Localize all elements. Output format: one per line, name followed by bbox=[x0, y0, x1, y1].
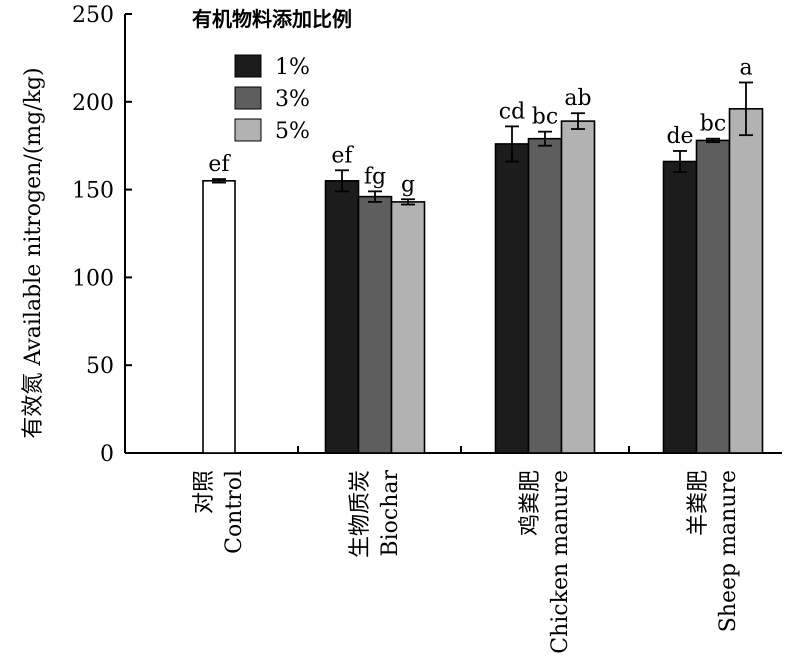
category-label-cn: 生物质炭 bbox=[348, 470, 373, 558]
category-label-en: Biochar bbox=[378, 470, 403, 557]
bar bbox=[662, 160, 698, 454]
significance-label: ef bbox=[331, 143, 354, 168]
y-ticks: 0 50 100 150 200 250 bbox=[72, 3, 132, 467]
y-tick-label: 150 bbox=[72, 179, 114, 204]
category-label-en: Control bbox=[222, 470, 247, 554]
significance-label: de bbox=[666, 124, 693, 149]
bar bbox=[202, 180, 236, 454]
legend-label: 5% bbox=[275, 119, 310, 144]
category-label-en: Sheep manure bbox=[716, 470, 741, 632]
y-tick-label: 0 bbox=[100, 442, 114, 467]
significance-label: a bbox=[739, 55, 752, 80]
category-label-cn: 羊粪肥 bbox=[686, 470, 711, 536]
bar bbox=[390, 201, 426, 454]
y-axis-label: 有效氮 Available nitrogen/(mg/kg) bbox=[21, 67, 46, 438]
category-labels: 对照 Control 生物质炭 Biochar 鸡粪肥 Chicken manure 羊粪肥… bbox=[192, 470, 741, 654]
legend: 有机物料添加比例 1% 3% 5% bbox=[192, 7, 352, 144]
y-tick-label: 200 bbox=[72, 91, 114, 116]
bar bbox=[695, 139, 731, 454]
significance-label: cd bbox=[499, 99, 525, 124]
significance-label: bc bbox=[700, 112, 726, 137]
legend-swatch bbox=[234, 54, 262, 78]
bar bbox=[560, 120, 596, 454]
bar bbox=[728, 108, 764, 454]
bar bbox=[357, 195, 393, 454]
legend-title: 有机物料添加比例 bbox=[192, 7, 352, 31]
significance-label: ab bbox=[564, 86, 591, 111]
y-tick-label: 250 bbox=[72, 3, 114, 28]
y-tick-label: 50 bbox=[86, 354, 114, 379]
category-label-en: Chicken manure bbox=[548, 470, 573, 654]
bar bbox=[494, 143, 530, 454]
significance-label: fg bbox=[364, 164, 386, 189]
bar bbox=[324, 180, 360, 454]
significance-label: bc bbox=[532, 105, 558, 130]
legend-swatch bbox=[234, 118, 262, 142]
category-label-cn: 对照 bbox=[192, 470, 217, 514]
category-label-cn: 鸡粪肥 bbox=[518, 470, 543, 536]
bar bbox=[527, 137, 563, 454]
y-tick-label: 100 bbox=[72, 266, 114, 291]
legend-swatch bbox=[234, 86, 262, 110]
legend-label: 3% bbox=[275, 87, 310, 112]
significance-label: g bbox=[401, 172, 415, 197]
significance-label: ef bbox=[208, 152, 231, 177]
legend-label: 1% bbox=[275, 55, 310, 80]
